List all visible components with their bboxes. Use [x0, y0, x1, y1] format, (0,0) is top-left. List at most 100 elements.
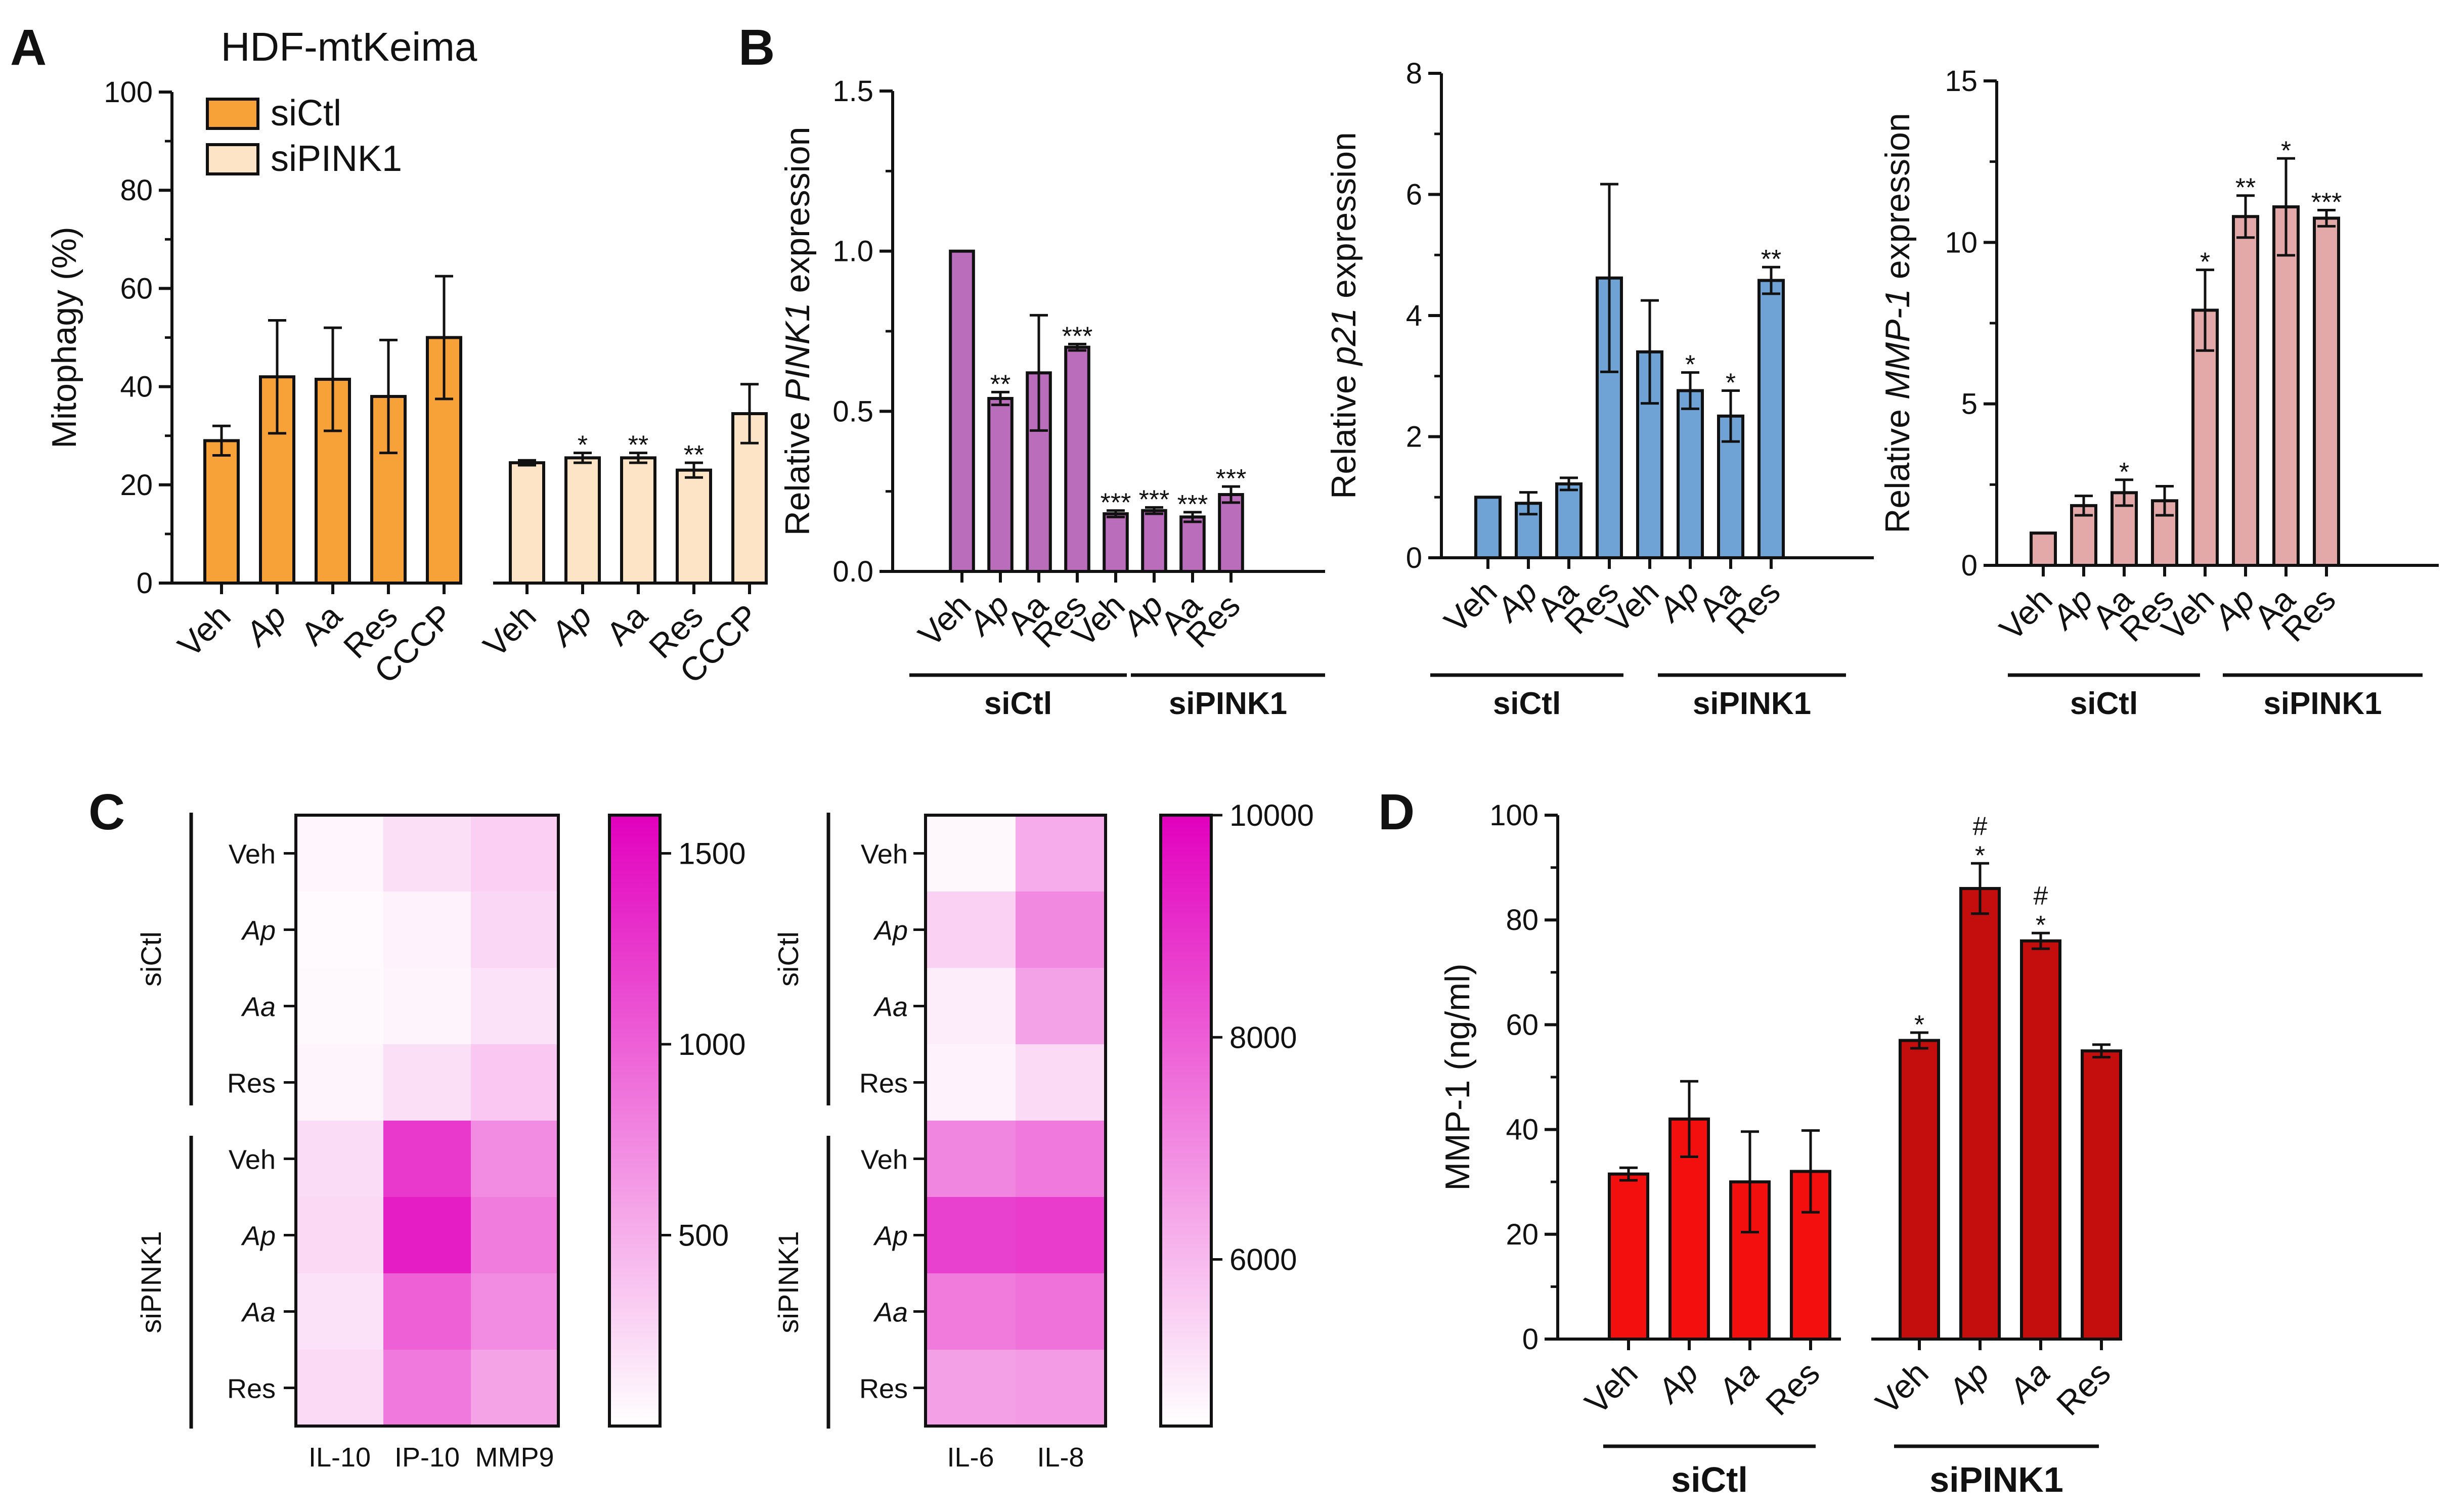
- heatmap-row-label: Aa: [241, 992, 276, 1022]
- heatmap-cell: [1016, 968, 1106, 1045]
- heatmap-row-label: Ap: [873, 916, 908, 946]
- chart-c-heatmap-interleukins: Veh Ap Aa Res Veh Ap Aa Res IL-6 IL-8 siCtl siPINK1…: [772, 798, 1314, 1473]
- heatmap-cell: [383, 892, 471, 968]
- y-tick-label: 10: [1945, 226, 1977, 259]
- y-tick-label: 4: [1406, 299, 1422, 332]
- y-tick-label: 40: [120, 371, 153, 404]
- heatmap-cell: [926, 815, 1016, 892]
- x-category-label: Aa: [2000, 1354, 2057, 1411]
- heatmap-cell: [383, 1197, 471, 1274]
- bar: [564, 456, 601, 585]
- heatmap-cell: [1016, 1121, 1106, 1197]
- heatmap-cell: [471, 1121, 559, 1197]
- y-tick-label: 0: [1406, 542, 1422, 574]
- heatmap-group-label: siPINK1: [135, 1231, 167, 1333]
- bar: [676, 468, 712, 585]
- y-axis-label-part: MMP-1: [1878, 289, 1917, 399]
- y-axis-label-part: p21: [1325, 308, 1363, 366]
- heatmap-group-label: siPINK1: [772, 1231, 804, 1333]
- x-category-label: Ap: [1940, 1354, 1996, 1411]
- heatmap-cell: [926, 1121, 1016, 1197]
- group-label: siPINK1: [1929, 1460, 2063, 1499]
- bar: [2081, 1049, 2122, 1341]
- y-axis-label-part: Relative: [778, 402, 817, 536]
- significance-hash-label: #: [1973, 812, 1988, 841]
- heatmap-cell: [471, 1197, 559, 1274]
- bar: [1218, 493, 1244, 573]
- y-axis-label-part: Relative: [1325, 365, 1363, 499]
- heatmap-column-label: IP-10: [394, 1442, 460, 1473]
- heatmap-cell: [383, 815, 471, 892]
- heatmap-group-label: siCtl: [772, 931, 804, 987]
- group-label: siCtl: [1671, 1460, 1748, 1499]
- heatmap-cell: [296, 1044, 384, 1121]
- bar: [1141, 509, 1167, 573]
- y-tick-label: 100: [104, 76, 153, 109]
- colorbar-tick-label: 1500: [678, 837, 745, 871]
- heatmap-cell: [926, 1197, 1016, 1274]
- significance-label: **: [990, 370, 1010, 399]
- bar: [1959, 887, 2001, 1341]
- chart-c-heatmap-cytokines: Veh Ap Aa Res Veh Ap Aa Res IL-10 IP-10 MMP9 siCtl s…: [135, 813, 745, 1473]
- group-label: siCtl: [984, 686, 1052, 721]
- bar: [620, 456, 656, 585]
- bar: [2272, 205, 2300, 567]
- heatmap-cell: [1016, 1044, 1106, 1121]
- heatmap-cell: [296, 1350, 384, 1427]
- y-tick-label: 40: [1506, 1114, 1539, 1146]
- bar: [509, 461, 545, 585]
- y-tick-label: 20: [1506, 1218, 1539, 1251]
- panel-letter-d: D: [1378, 784, 1415, 840]
- bar: [1677, 389, 1704, 559]
- heatmap-cell: [296, 1121, 384, 1197]
- bar: [1555, 482, 1583, 560]
- significance-hash-label: #: [2034, 881, 2048, 911]
- y-axis-label-part: expression: [1325, 132, 1363, 308]
- legend-swatch: [206, 98, 259, 130]
- colorbar-tick-label: 8000: [1229, 1020, 1297, 1054]
- significance-label: **: [1761, 245, 1781, 274]
- y-tick-label: 0.0: [832, 555, 873, 588]
- significance-label: ***: [1062, 322, 1093, 351]
- heatmap-cell: [296, 815, 384, 892]
- bar: [1064, 345, 1090, 573]
- bar: [2232, 215, 2259, 567]
- y-axis-label: Relative PINK1 expression: [778, 127, 817, 536]
- heatmap-row-label: Res: [227, 1069, 276, 1099]
- y-tick-label: 1.0: [832, 235, 873, 268]
- x-category-label: Veh: [1577, 1354, 1645, 1421]
- group-label: siPINK1: [1169, 686, 1287, 721]
- heatmap-row-label: Ap: [873, 1221, 908, 1252]
- heatmap-cell: [383, 968, 471, 1045]
- x-category-label: Res: [2049, 1354, 2118, 1422]
- y-tick-label: 60: [1506, 1008, 1539, 1041]
- colorbar-tick-label: 1000: [678, 1028, 745, 1061]
- heatmap-group-label: siCtl: [135, 931, 167, 987]
- y-tick-label: 15: [1945, 65, 1977, 98]
- legend-entry: siPINK1: [271, 139, 402, 179]
- heatmap-cell: [926, 892, 1016, 968]
- significance-label: ***: [1177, 490, 1208, 519]
- colorbar-tick-label: 500: [678, 1219, 729, 1253]
- y-tick-label: 80: [1506, 904, 1539, 937]
- group-label: siPINK1: [1693, 686, 1811, 721]
- y-tick-label: 0: [1522, 1323, 1539, 1356]
- heatmap-cell: [1016, 815, 1106, 892]
- panel-letter-a: A: [10, 19, 47, 76]
- y-tick-label: 8: [1406, 57, 1422, 90]
- bar: [949, 249, 975, 573]
- significance-label: ***: [1216, 464, 1247, 494]
- bar: [1103, 512, 1129, 573]
- heatmap-row-label: Res: [859, 1069, 908, 1099]
- heatmap-row-label: Veh: [229, 839, 276, 870]
- significance-label: ***: [2311, 188, 2342, 217]
- heatmap-cell: [296, 1197, 384, 1274]
- colorbar: [608, 814, 662, 1428]
- heatmap-column-label: IL-8: [1037, 1442, 1084, 1473]
- bar: [1757, 279, 1785, 559]
- x-category-label: Ap: [542, 597, 599, 654]
- heatmap-cell: [926, 968, 1016, 1045]
- y-axis-label: Relative MMP-1 expression: [1878, 113, 1917, 533]
